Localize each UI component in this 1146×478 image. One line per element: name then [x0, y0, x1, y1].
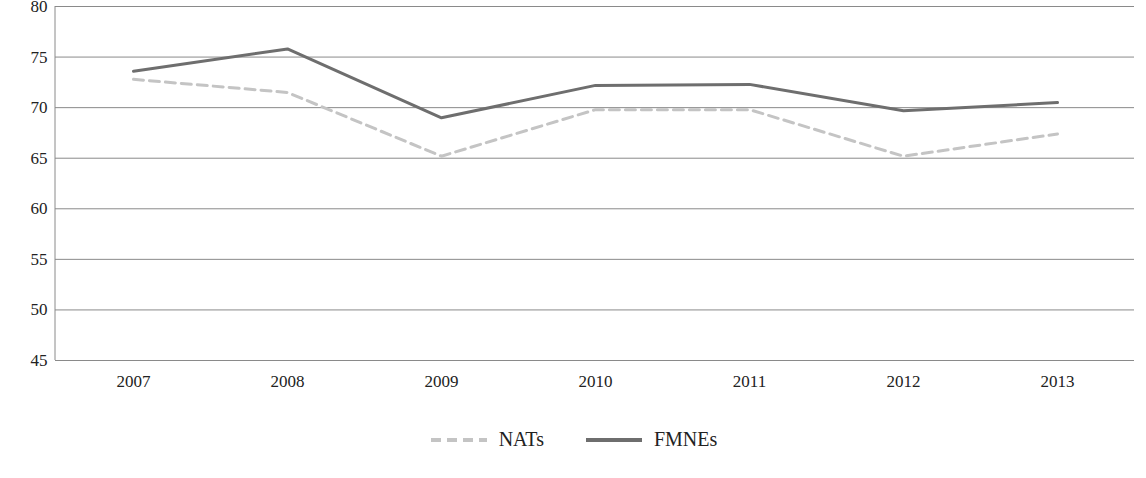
svg-text:45: 45	[31, 351, 48, 370]
svg-text:2012: 2012	[887, 372, 921, 391]
svg-text:55: 55	[31, 250, 48, 269]
svg-text:2011: 2011	[733, 372, 766, 391]
svg-text:70: 70	[31, 98, 48, 117]
svg-text:2010: 2010	[579, 372, 613, 391]
svg-text:80: 80	[31, 0, 48, 16]
svg-text:75: 75	[31, 48, 48, 67]
html-text:NATs: NATs	[498, 428, 544, 450]
svg-text:2009: 2009	[425, 372, 459, 391]
html-text:FMNEs: FMNEs	[654, 428, 718, 450]
svg-text:2007: 2007	[117, 372, 152, 391]
svg-text:60: 60	[31, 199, 48, 218]
svg-text:2008: 2008	[271, 372, 305, 391]
svg-text:50: 50	[31, 300, 48, 319]
svg-text:65: 65	[31, 149, 48, 168]
svg-text:2013: 2013	[1041, 372, 1075, 391]
